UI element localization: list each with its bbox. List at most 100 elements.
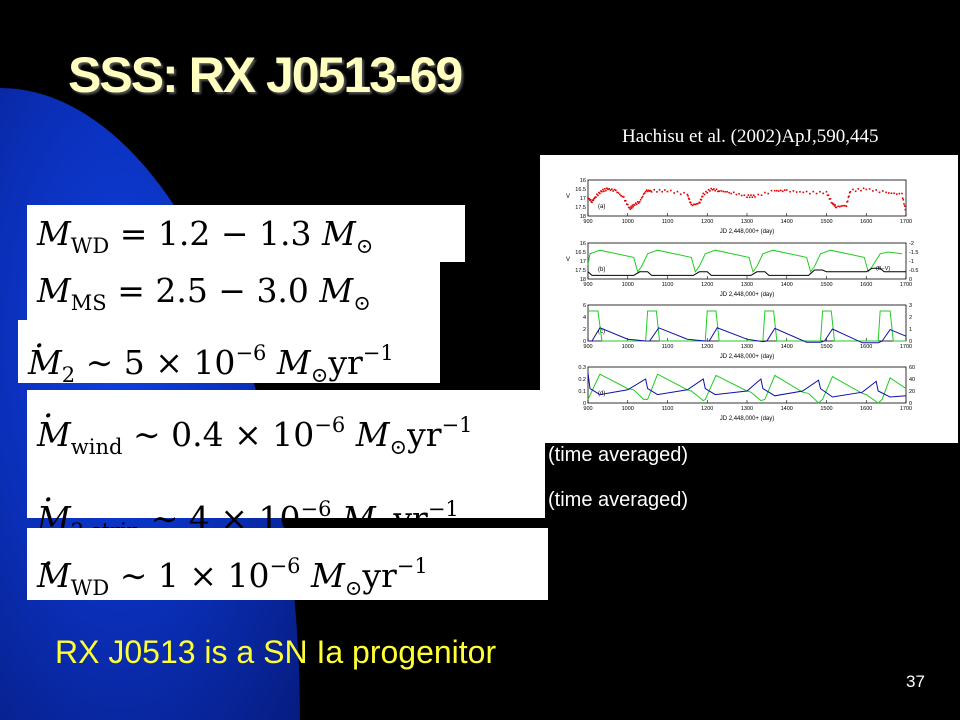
data-point — [650, 191, 653, 193]
data-point — [826, 194, 829, 197]
data-point — [599, 192, 601, 195]
data-point — [595, 196, 597, 199]
data-point — [865, 188, 868, 191]
x-tick-label: 1000 — [622, 282, 634, 288]
data-point — [848, 191, 851, 194]
data-point — [857, 188, 860, 190]
y-tick-label: 17 — [580, 259, 586, 265]
y2-tick-label: 40 — [909, 377, 915, 383]
data-point — [700, 198, 703, 201]
data-point — [596, 193, 598, 196]
data-point — [630, 207, 633, 209]
panel-frame — [587, 304, 907, 342]
data-point — [893, 192, 895, 195]
eq-rhs: = 2.5 − 3.0 — [117, 271, 309, 310]
eq-rhs: = 1.2 − 1.3 — [119, 214, 312, 253]
data-point — [852, 188, 854, 191]
y2-tick-label: -0.5 — [909, 268, 918, 274]
data-point — [711, 189, 714, 191]
eq-unit-exponent: −1 — [362, 341, 394, 365]
x-tick-label: 900 — [583, 282, 592, 288]
data-point — [632, 205, 634, 208]
data-point — [902, 198, 905, 201]
data-point — [878, 191, 881, 194]
equation-group-wind-strip: Mwind ∼ 0.4 × 10−6 M⊙yr−1 M2,strip ∼ 4 ×… — [27, 390, 545, 543]
data-point — [805, 190, 808, 193]
y-tick-label: 0 — [583, 339, 586, 345]
y2-tick-label: -1.5 — [909, 250, 918, 256]
equation-mdot-wind: Mwind ∼ 0.4 × 10−6 M⊙yr−1 — [37, 394, 545, 478]
data-point — [619, 193, 621, 196]
panel-annotation: (B−V) — [876, 266, 890, 272]
eq-symbol: M — [37, 271, 71, 310]
data-point — [697, 202, 699, 205]
data-point — [661, 190, 663, 193]
data-point — [626, 203, 629, 206]
citation: Hachisu et al. (2002)ApJ,590,445 — [622, 126, 879, 147]
x-axis-label: JD 2,448,000+ (day) — [720, 416, 775, 422]
data-point — [903, 203, 905, 205]
x-tick-label: 1300 — [741, 344, 753, 350]
data-point — [832, 203, 835, 205]
data-point — [829, 197, 832, 200]
data-point — [607, 188, 609, 191]
data-point — [593, 197, 596, 199]
eq-symbol: M — [37, 556, 71, 595]
data-point — [834, 204, 836, 206]
data-point — [846, 200, 849, 203]
data-point — [732, 191, 735, 194]
data-point — [722, 190, 724, 193]
data-point — [847, 196, 850, 199]
data-point — [641, 195, 644, 198]
data-point — [673, 192, 675, 194]
x-axis-label: JD 2,448,000+ (day) — [720, 292, 775, 298]
light-curve-figure: 900 1000 1100 1200 1300 1400 1500 1600 1700 18 17.… — [540, 155, 958, 443]
data-point — [612, 190, 614, 192]
data-point — [701, 195, 704, 198]
series-line — [588, 327, 907, 344]
data-point — [670, 189, 672, 192]
x-tick-label: 1400 — [781, 406, 793, 412]
data-point — [774, 189, 776, 192]
data-point — [718, 190, 720, 192]
data-point — [827, 194, 830, 196]
data-point — [743, 194, 746, 197]
x-tick-label: 900 — [583, 219, 592, 225]
data-point — [693, 203, 695, 206]
y2-tick-label: 20 — [909, 389, 915, 395]
data-point — [615, 189, 617, 192]
data-point — [833, 205, 836, 207]
x-tick-label: 1600 — [860, 344, 872, 350]
eq-unit-exponent: −1 — [441, 413, 473, 437]
data-point — [776, 189, 778, 192]
eq-subscript: WD — [70, 576, 110, 600]
y-tick-label: 2 — [583, 327, 586, 333]
y2-tick-label: -1 — [909, 259, 914, 265]
series-line — [587, 267, 906, 276]
data-point — [854, 190, 857, 193]
y2-tick-label: 60 — [909, 365, 915, 371]
y-tick-label: 17 — [580, 196, 586, 202]
x-tick-label: 1500 — [820, 282, 832, 288]
x-axis-label: JD 2,448,000+ (day) — [720, 354, 775, 360]
caption-time-averaged-strip: (time averaged) — [548, 489, 689, 511]
data-point — [630, 205, 632, 208]
eq-unit: M — [276, 343, 311, 382]
data-point — [713, 188, 715, 190]
y2-tick-label: 0 — [909, 277, 912, 283]
data-point — [640, 197, 643, 199]
data-point — [647, 189, 650, 192]
data-point — [588, 198, 591, 200]
data-point — [616, 191, 618, 194]
eq-unit-tail: yr — [362, 556, 397, 595]
eq-unit: M — [310, 556, 345, 595]
series-line — [587, 249, 903, 273]
data-point — [642, 193, 645, 195]
equation-m-ms: MMS = 2.5 − 3.0 M⊙ — [27, 262, 440, 320]
data-point — [728, 191, 730, 194]
data-point — [764, 191, 766, 194]
x-tick-label: 1700 — [900, 406, 912, 412]
data-point — [795, 191, 798, 193]
data-point — [860, 189, 862, 192]
x-tick-label: 1400 — [781, 219, 793, 225]
